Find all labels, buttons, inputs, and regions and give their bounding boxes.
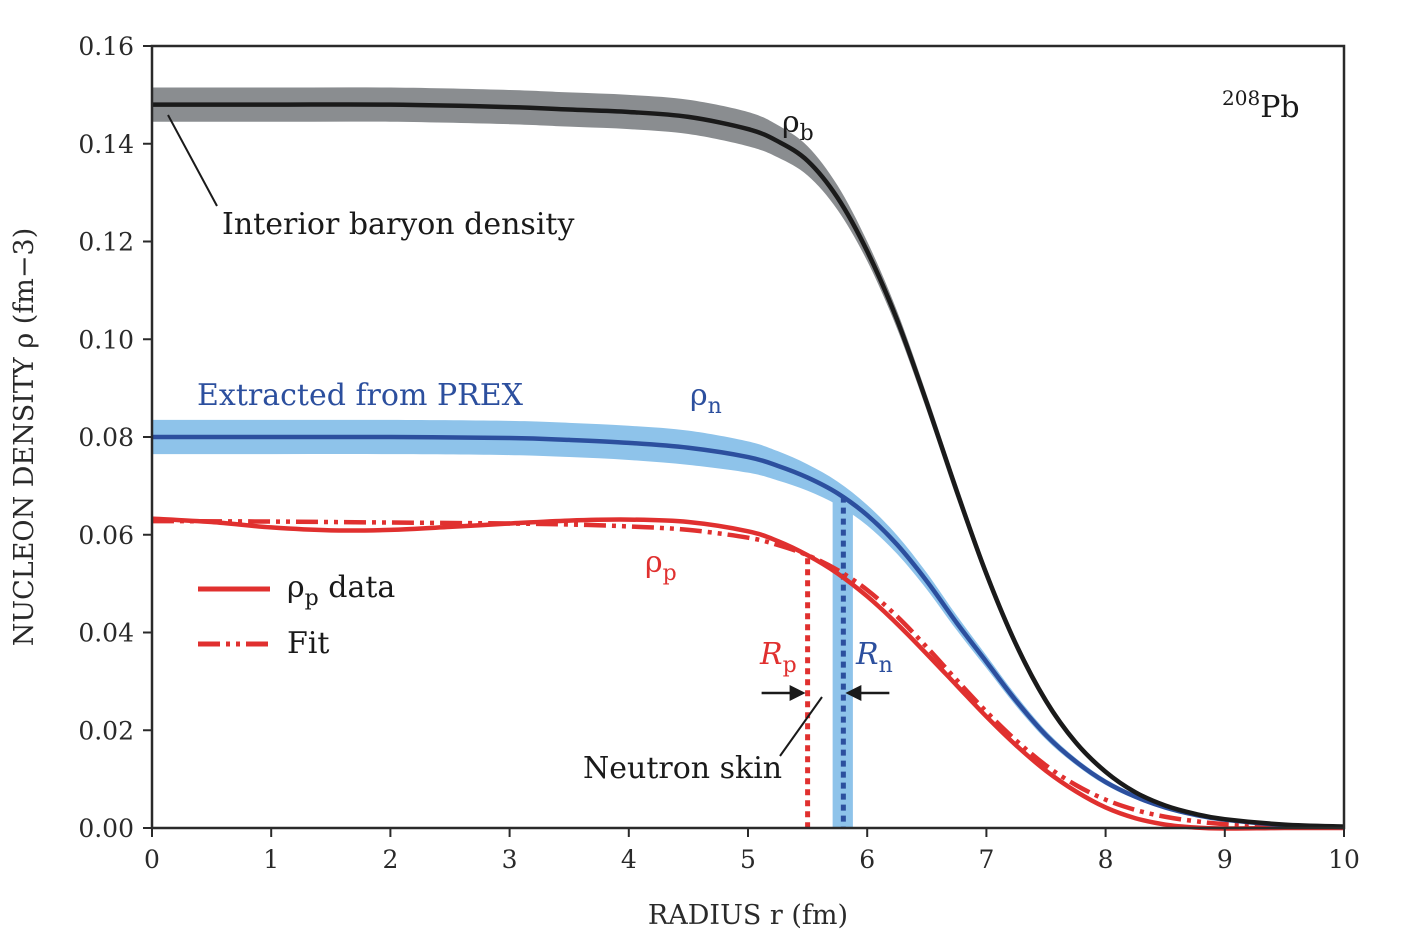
density-curves — [151, 102, 1345, 831]
y-tick-label: 0.12 — [78, 228, 134, 257]
legend-label-fit: Fit — [287, 626, 329, 661]
axes — [143, 44, 1346, 837]
y-tick-label: 0.00 — [78, 814, 134, 843]
x-tick-label: 1 — [263, 845, 279, 874]
y-tick-label: 0.06 — [78, 521, 134, 550]
neutron-skin-label: Neutron skin — [583, 751, 782, 786]
x-tick-label: 3 — [502, 845, 518, 874]
rn-label: Rn — [855, 637, 893, 678]
y-tick-label: 0.04 — [78, 619, 134, 648]
x-tick-label: 2 — [382, 845, 398, 874]
x-tick-label: 4 — [621, 845, 637, 874]
rn-arrow-head — [845, 685, 862, 701]
y-tick-label: 0.16 — [78, 32, 134, 61]
neutron-skin-pointer-line — [779, 696, 823, 757]
rho-p-label: ρp — [645, 545, 677, 586]
legend: ρp data Fit — [198, 570, 395, 661]
rp-label: Rp — [759, 637, 797, 678]
prex-annotation: Extracted from PREX — [197, 378, 524, 413]
x-tick-label: 5 — [740, 845, 756, 874]
y-tick-label: 0.08 — [78, 423, 134, 452]
x-tick-label: 8 — [1098, 845, 1114, 874]
rho-n-label: ρn — [690, 378, 722, 419]
rho_p_data-line — [151, 516, 1345, 831]
x-tick-label: 0 — [144, 845, 160, 874]
legend-label-data: ρp data — [287, 570, 395, 611]
x-tick-label: 7 — [978, 845, 994, 874]
x-axis-title: RADIUS r (fm) — [648, 900, 848, 931]
y-axis-title: NUCLEON DENSITY ρ (fm−3) — [9, 228, 40, 647]
rho_b-line — [152, 102, 1345, 829]
interior-density-annotation: Interior baryon density — [222, 207, 574, 242]
x-tick-label: 6 — [859, 845, 875, 874]
nucleus-label: 208Pb — [1222, 86, 1300, 125]
rho_n-line — [152, 434, 1345, 830]
y-tick-label: 0.02 — [78, 716, 134, 745]
rp-arrow-head — [789, 685, 806, 701]
y-tick-label: 0.14 — [78, 130, 134, 159]
tick-labels: 0 1 2 3 4 5 6 7 8 9 10 0.00 0.02 0.04 0.06 0.08 0.10 0.12… — [78, 32, 1360, 874]
y-tick-label: 0.10 — [78, 325, 134, 354]
x-tick-label: 10 — [1328, 845, 1360, 874]
rho-b-label: ρb — [782, 105, 814, 146]
interior-pointer-line — [167, 114, 218, 207]
x-tick-label: 9 — [1217, 845, 1233, 874]
